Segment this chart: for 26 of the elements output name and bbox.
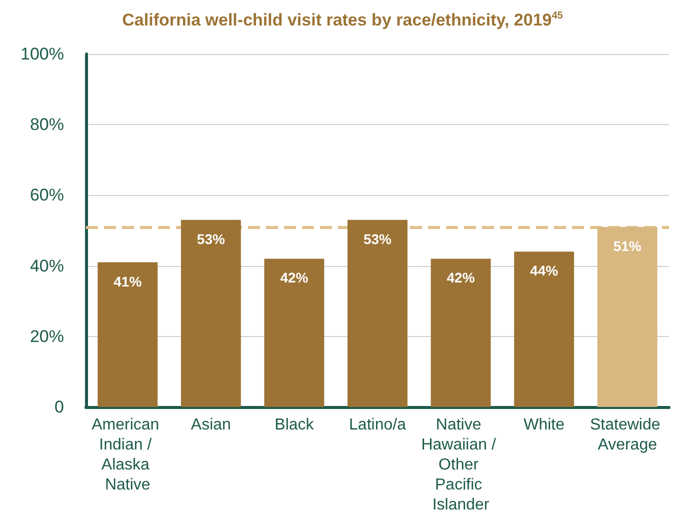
data-label: 42% xyxy=(280,270,309,286)
data-label: 44% xyxy=(530,262,559,279)
x-tick-label: American Indian / Alaska Native xyxy=(92,416,164,494)
bar xyxy=(264,258,324,407)
data-label: 51% xyxy=(613,238,642,254)
bar xyxy=(348,220,408,407)
y-tick-label: 60% xyxy=(30,186,64,205)
x-tick-label: Latino/a xyxy=(349,416,406,434)
x-tick-label: Statewide Average xyxy=(590,416,665,454)
data-label: 42% xyxy=(446,270,476,286)
y-tick-label: 80% xyxy=(30,115,64,134)
bar xyxy=(430,258,491,407)
bar xyxy=(98,262,158,407)
y-tick-label: 0 xyxy=(54,398,64,416)
y-tick-label: 40% xyxy=(30,256,64,276)
data-label: 41% xyxy=(114,273,142,290)
y-tick-label: 20% xyxy=(30,326,64,346)
x-tick-label: Black xyxy=(274,416,315,434)
x-tick-label: Asian xyxy=(190,416,231,434)
data-label: 53% xyxy=(363,230,392,247)
data-label: 53% xyxy=(196,230,226,247)
y-tick-label: 100% xyxy=(20,44,64,64)
bar xyxy=(514,252,574,407)
x-tick-label: Native Hawaiian / Other Pacific Islander xyxy=(421,416,500,514)
x-tick-label: White xyxy=(524,416,565,434)
bar xyxy=(180,220,241,407)
